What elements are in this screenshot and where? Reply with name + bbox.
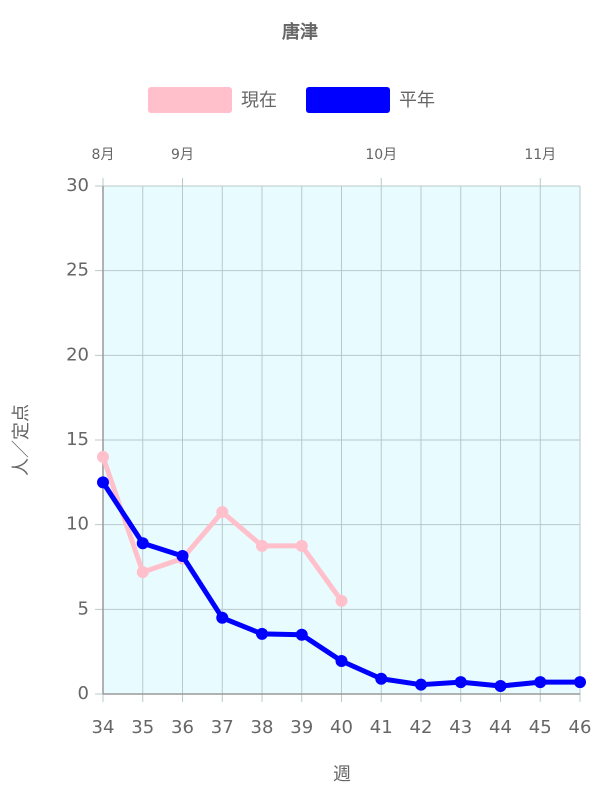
data-point bbox=[295, 539, 308, 552]
x-tick-label: 39 bbox=[290, 717, 313, 738]
y-tick-label: 10 bbox=[66, 514, 89, 535]
x-tick-label: 42 bbox=[410, 717, 433, 738]
x-tick-label: 41 bbox=[370, 717, 393, 738]
legend-swatch bbox=[148, 87, 232, 113]
data-point bbox=[97, 450, 109, 463]
x-tick-label: 44 bbox=[489, 717, 512, 738]
x-tick-label: 38 bbox=[251, 717, 274, 738]
chart-title: 唐津 bbox=[282, 21, 318, 43]
data-point bbox=[454, 676, 467, 689]
data-point bbox=[256, 627, 268, 640]
data-point bbox=[216, 505, 229, 518]
x-tick-label: 37 bbox=[211, 717, 234, 738]
data-point bbox=[335, 594, 348, 607]
data-point bbox=[136, 537, 149, 550]
y-tick-label: 5 bbox=[78, 598, 89, 619]
legend-label: 平年 bbox=[399, 90, 435, 111]
data-point bbox=[335, 654, 348, 667]
y-tick-label: 15 bbox=[66, 429, 89, 450]
data-point bbox=[216, 611, 229, 624]
x-tick-label: 40 bbox=[330, 717, 353, 738]
x-tick-label: 46 bbox=[569, 717, 592, 738]
y-tick-label: 30 bbox=[66, 175, 89, 196]
x-axis-label: 週 bbox=[333, 764, 351, 785]
legend-swatch bbox=[306, 87, 390, 113]
y-tick-label: 20 bbox=[66, 344, 89, 365]
data-point bbox=[295, 628, 308, 641]
y-tick-label: 0 bbox=[78, 683, 89, 704]
data-point bbox=[375, 672, 388, 685]
x-tick-label: 43 bbox=[449, 717, 472, 738]
x-tick-label: 45 bbox=[529, 717, 552, 738]
y-tick-label: 25 bbox=[66, 260, 89, 281]
x2-tick-label: 9月 bbox=[171, 147, 194, 163]
data-point bbox=[256, 539, 268, 552]
x-tick-label: 34 bbox=[92, 717, 115, 738]
data-point bbox=[97, 476, 109, 489]
legend-label: 現在 bbox=[241, 90, 277, 111]
data-point bbox=[534, 676, 547, 689]
x2-tick-label: 11月 bbox=[524, 147, 556, 163]
data-point bbox=[176, 549, 189, 562]
data-point bbox=[574, 676, 586, 689]
x2-tick-label: 8月 bbox=[92, 147, 115, 163]
x2-tick-label: 10月 bbox=[365, 147, 397, 163]
data-point bbox=[415, 678, 427, 691]
data-point bbox=[136, 566, 149, 579]
data-point bbox=[494, 680, 507, 693]
x-tick-label: 36 bbox=[171, 717, 194, 738]
y-axis-label: 人／定点 bbox=[11, 404, 32, 476]
x-tick-label: 35 bbox=[131, 717, 154, 738]
